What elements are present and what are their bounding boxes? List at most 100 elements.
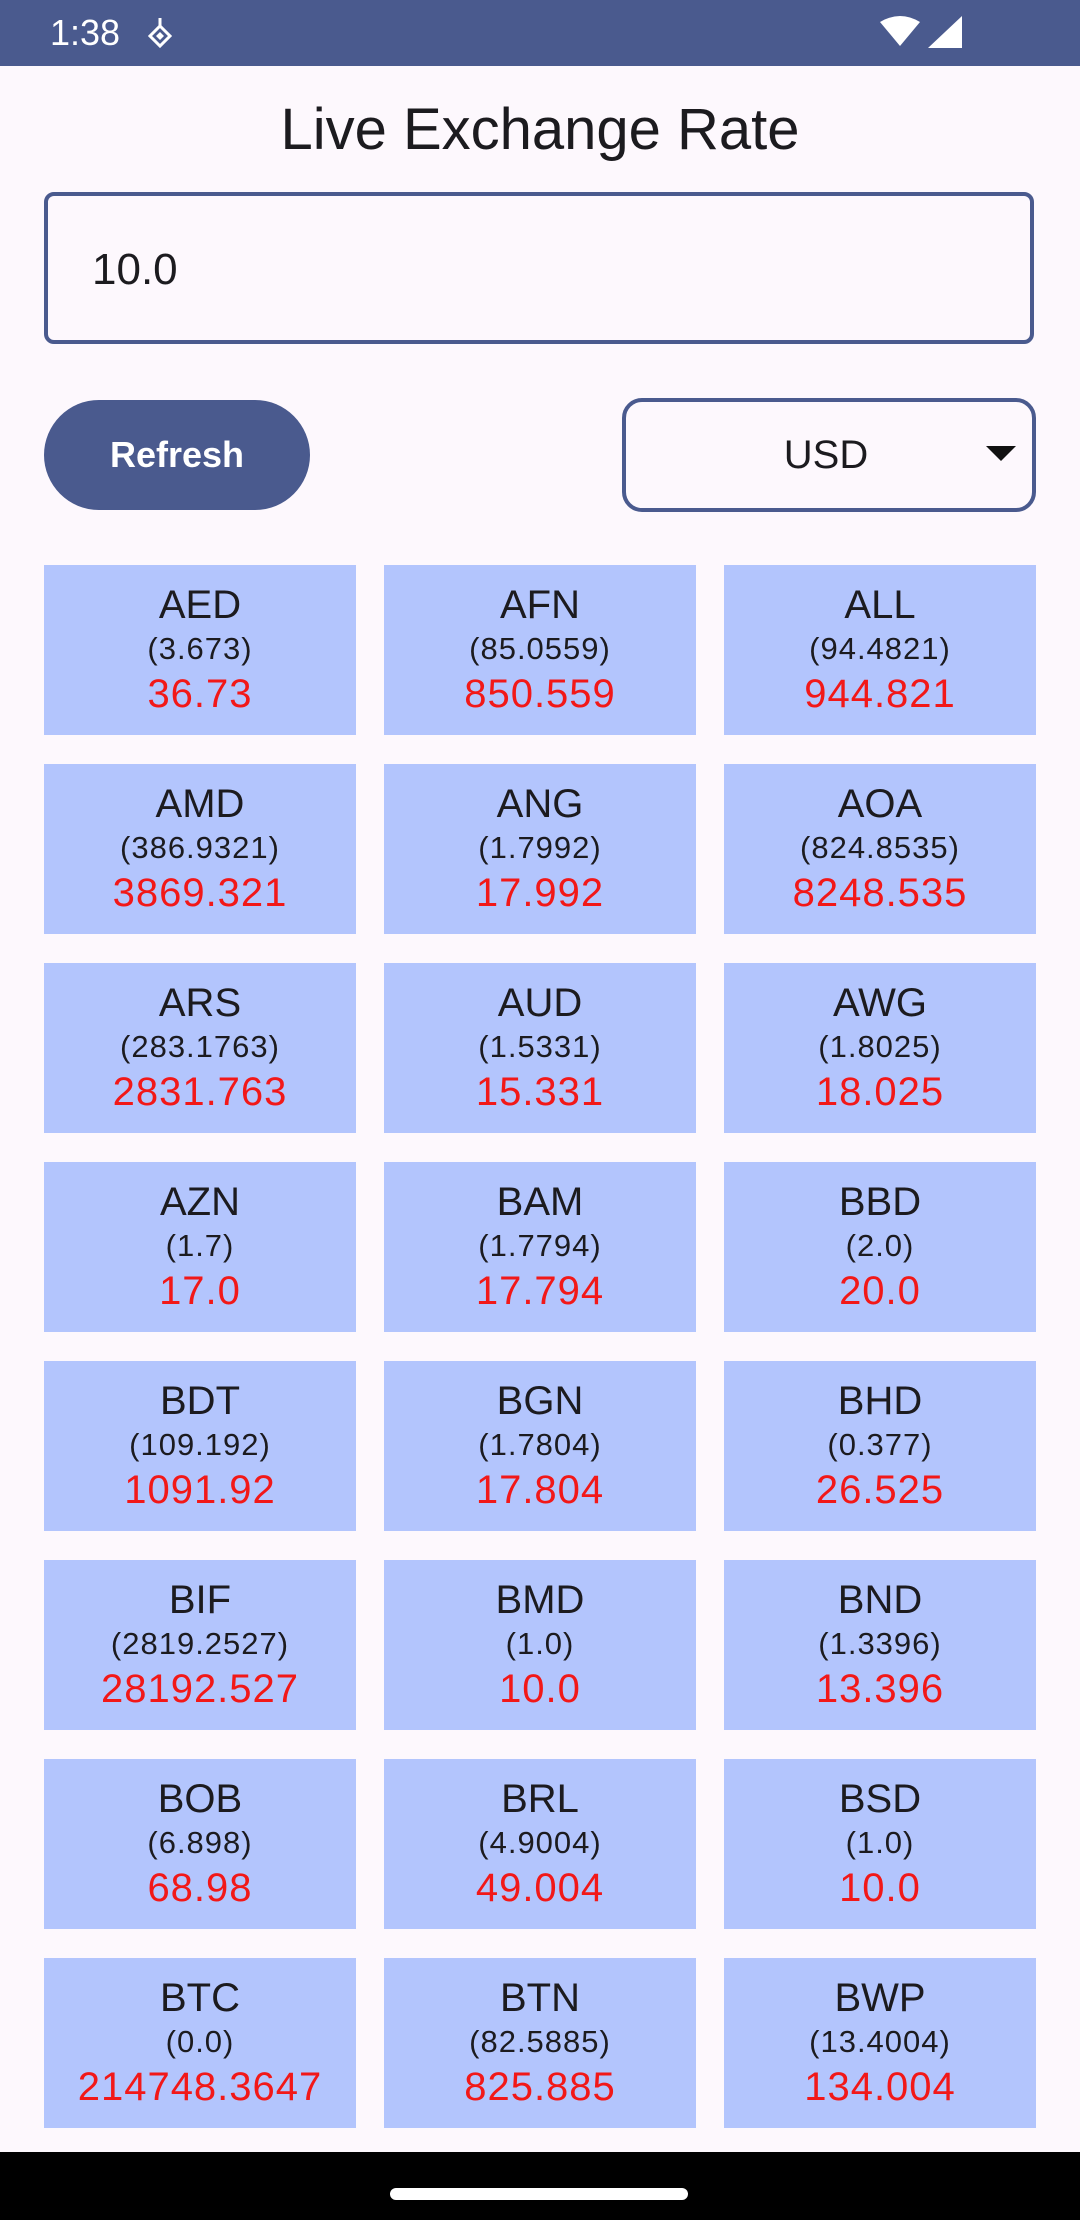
currency-card[interactable]: BAM (1.7794) 17.794 <box>384 1162 696 1332</box>
currency-code: AFN <box>500 583 580 627</box>
converted-amount: 15.331 <box>475 1070 605 1114</box>
converted-amount: 18.025 <box>815 1070 945 1114</box>
currency-card[interactable]: ARS (283.1763) 2831.763 <box>44 963 356 1133</box>
currency-rate: (94.4821) <box>809 631 951 666</box>
currency-rate: (1.8025) <box>818 1029 942 1064</box>
converted-amount: 134.004 <box>804 2065 956 2109</box>
currency-rate: (0.377) <box>827 1427 933 1462</box>
currency-card[interactable]: AWG (1.8025) 18.025 <box>724 963 1036 1133</box>
currency-code: BTC <box>160 1976 240 2020</box>
home-gesture-handle[interactable] <box>390 2188 688 2200</box>
converted-amount: 49.004 <box>475 1866 605 1910</box>
currency-code: AZN <box>160 1180 240 1224</box>
currency-card[interactable]: BMD (1.0) 10.0 <box>384 1560 696 1730</box>
currency-rate: (0.0) <box>165 2024 235 2059</box>
converted-amount: 36.73 <box>147 672 253 716</box>
currency-card[interactable]: BTN (82.5885) 825.885 <box>384 1958 696 2128</box>
currency-code: ANG <box>496 782 584 826</box>
status-time: 1:38 <box>50 12 121 53</box>
currency-code: BWP <box>834 1976 926 2020</box>
navigation-bar <box>0 2152 1080 2220</box>
currency-rate: (85.0559) <box>469 631 611 666</box>
currency-rate: (1.7992) <box>478 830 602 865</box>
currency-grid: AED (3.673) 36.73 AFN (85.0559) 850.559 … <box>44 565 1036 2128</box>
converted-amount: 944.821 <box>804 672 956 716</box>
currency-card[interactable]: BTC (0.0) 214748.3647 <box>44 1958 356 2128</box>
converted-amount: 10.0 <box>499 1667 581 1711</box>
currency-select-value[interactable]: USD <box>783 433 869 477</box>
currency-rate: (4.9004) <box>478 1825 602 1860</box>
currency-code: BIF <box>168 1578 232 1622</box>
currency-rate: (1.3396) <box>818 1626 942 1661</box>
currency-code: BDT <box>160 1379 240 1423</box>
converted-amount: 26.525 <box>815 1468 945 1512</box>
currency-rate: (1.7) <box>165 1228 235 1263</box>
currency-code: BOB <box>157 1777 243 1821</box>
dropdown-arrow-icon[interactable] <box>986 446 1016 461</box>
currency-card[interactable]: BWP (13.4004) 134.004 <box>724 1958 1036 2128</box>
currency-card[interactable]: AZN (1.7) 17.0 <box>44 1162 356 1332</box>
currency-code: BTN <box>500 1976 580 2020</box>
amount-input[interactable]: 10.0 <box>44 192 1034 344</box>
currency-rate: (13.4004) <box>809 2024 951 2059</box>
currency-code: BMD <box>495 1578 585 1622</box>
currency-card[interactable]: BRL (4.9004) 49.004 <box>384 1759 696 1929</box>
currency-card[interactable]: ALL (94.4821) 944.821 <box>724 565 1036 735</box>
refresh-button[interactable]: Refresh <box>44 400 310 510</box>
converted-amount: 20.0 <box>839 1269 921 1313</box>
converted-amount: 68.98 <box>147 1866 253 1910</box>
converted-amount: 850.559 <box>464 672 616 716</box>
currency-card[interactable]: AED (3.673) 36.73 <box>44 565 356 735</box>
converted-amount: 17.804 <box>475 1468 605 1512</box>
currency-rate: (824.8535) <box>800 830 960 865</box>
currency-rate: (1.7804) <box>478 1427 602 1462</box>
currency-code: BND <box>837 1578 923 1622</box>
currency-card[interactable]: BBD (2.0) 20.0 <box>724 1162 1036 1332</box>
currency-rate: (2819.2527) <box>110 1626 290 1661</box>
currency-card[interactable]: BDT (109.192) 1091.92 <box>44 1361 356 1531</box>
currency-rate: (1.0) <box>505 1626 575 1661</box>
currency-code: BBD <box>838 1180 922 1224</box>
currency-rate: (3.673) <box>147 631 253 666</box>
currency-card[interactable]: AMD (386.9321) 3869.321 <box>44 764 356 934</box>
currency-code: BAM <box>496 1180 584 1224</box>
currency-rate: (109.192) <box>129 1427 271 1462</box>
page-title: Live Exchange Rate <box>280 97 800 162</box>
currency-code: AOA <box>837 782 923 826</box>
currency-card[interactable]: AUD (1.5331) 15.331 <box>384 963 696 1133</box>
currency-code: ARS <box>158 981 242 1025</box>
status-bar: 1:38 <box>0 0 1080 66</box>
converted-amount: 13.396 <box>815 1667 945 1711</box>
currency-card[interactable]: BIF (2819.2527) 28192.527 <box>44 1560 356 1730</box>
converted-amount: 10.0 <box>839 1866 921 1910</box>
currency-card[interactable]: BSD (1.0) 10.0 <box>724 1759 1036 1929</box>
currency-code: AMD <box>155 782 245 826</box>
currency-rate: (82.5885) <box>469 2024 611 2059</box>
currency-card[interactable]: BOB (6.898) 68.98 <box>44 1759 356 1929</box>
signal-icon <box>928 16 962 48</box>
currency-code: BRL <box>501 1777 579 1821</box>
converted-amount: 1091.92 <box>124 1468 276 1512</box>
amount-input-value[interactable]: 10.0 <box>92 245 178 294</box>
currency-card[interactable]: AOA (824.8535) 8248.535 <box>724 764 1036 934</box>
currency-card[interactable]: ANG (1.7992) 17.992 <box>384 764 696 934</box>
currency-code: BSD <box>838 1777 922 1821</box>
currency-code: AUD <box>497 981 583 1025</box>
currency-card[interactable]: BHD (0.377) 26.525 <box>724 1361 1036 1531</box>
converted-amount: 28192.527 <box>100 1667 300 1711</box>
currency-card[interactable]: BGN (1.7804) 17.804 <box>384 1361 696 1531</box>
converted-amount: 17.992 <box>475 871 605 915</box>
currency-card[interactable]: BND (1.3396) 13.396 <box>724 1560 1036 1730</box>
converted-amount: 8248.535 <box>792 871 968 915</box>
currency-code: ALL <box>844 583 916 627</box>
currency-card[interactable]: AFN (85.0559) 850.559 <box>384 565 696 735</box>
data-saver-icon <box>148 18 172 49</box>
wifi-icon <box>880 16 920 46</box>
currency-rate: (2.0) <box>845 1228 915 1263</box>
converted-amount: 3869.321 <box>112 871 288 915</box>
currency-select[interactable]: USD <box>622 398 1036 512</box>
currency-code: BGN <box>496 1379 584 1423</box>
converted-amount: 17.794 <box>475 1269 605 1313</box>
converted-amount: 214748.3647 <box>77 2065 323 2109</box>
converted-amount: 2831.763 <box>112 1070 288 1114</box>
